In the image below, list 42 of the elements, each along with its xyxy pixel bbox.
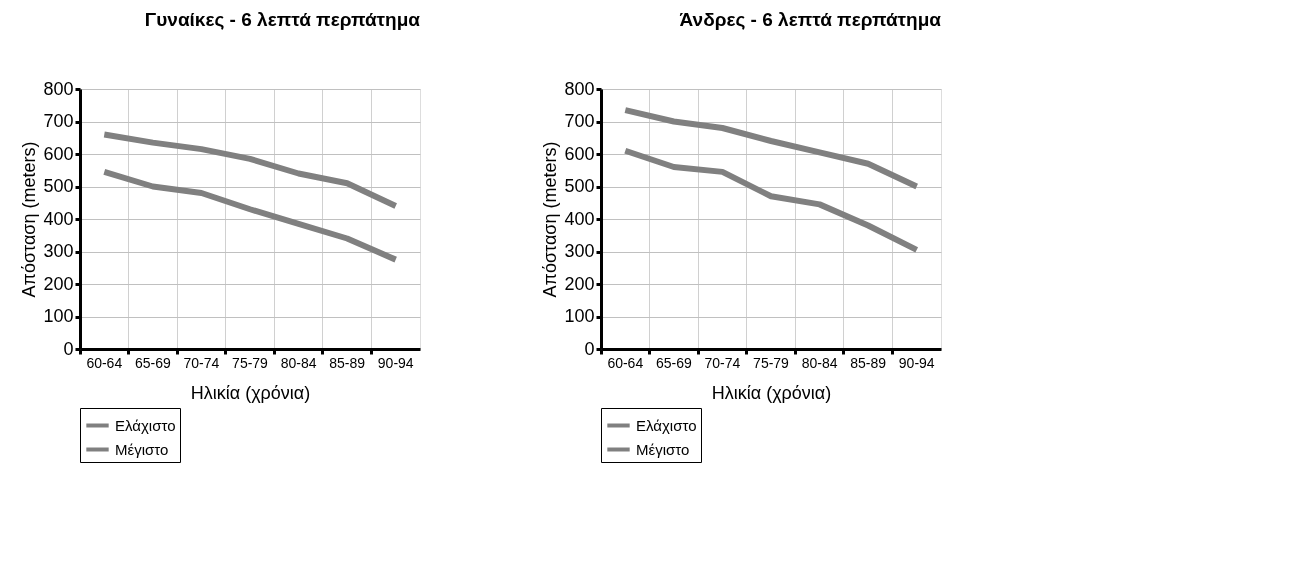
y-tick-label: 500 [43,176,74,196]
y-tick-label: 600 [564,143,595,164]
y-tick-label: 600 [43,143,74,164]
y-tick-label: 800 [43,78,74,99]
x-tick-label: 70-74 [183,354,220,371]
x-tick-label: 75-79 [753,354,790,371]
legend-label: Μέγιστο [115,440,169,458]
x-tick-label: 60-64 [607,354,644,371]
legend-label: Ελάχιστο [636,416,697,434]
y-tick-label: 700 [43,111,74,131]
x-tick-label: 90-94 [377,354,414,371]
y-tick-label: 800 [564,78,595,99]
y-tick-label: 0 [63,338,74,359]
x-tick-label: 60-64 [86,354,123,371]
x-tick-label: 70-74 [704,354,741,371]
x-tick-label: 80-84 [280,354,317,371]
chart-title: Άνδρες - 6 λεπτά περπάτημα [679,9,942,30]
y-tick-label: 400 [564,208,595,229]
y-tick-label: 500 [564,176,595,196]
y-tick-label: 400 [43,208,74,229]
y-tick-label: 100 [564,306,595,326]
legend-label: Μέγιστο [636,440,690,458]
y-tick-label: 200 [564,273,595,294]
y-tick-label: 200 [43,273,74,294]
y-tick-label: 100 [43,306,74,326]
x-tick-label: 85-89 [850,354,887,371]
y-tick-label: 700 [564,111,595,131]
x-axis-title: Ηλικία (χρόνια) [711,382,832,403]
x-tick-label: 80-84 [801,354,838,371]
y-axis-title: Απόσταση (meters) [19,141,40,298]
chart-title: Γυναίκες - 6 λεπτά περπάτημα [144,9,421,30]
y-tick-label: 300 [564,241,595,261]
y-tick-label: 0 [584,338,595,359]
x-tick-label: 85-89 [329,354,366,371]
x-tick-label: 65-69 [134,354,171,371]
x-tick-label: 75-79 [232,354,269,371]
x-axis-title: Ηλικία (χρόνια) [190,382,311,403]
y-axis-title: Απόσταση (meters) [540,141,561,298]
x-tick-label: 65-69 [655,354,692,371]
x-tick-label: 90-94 [898,354,935,371]
legend-label: Ελάχιστο [115,416,176,434]
y-tick-label: 300 [43,241,74,261]
